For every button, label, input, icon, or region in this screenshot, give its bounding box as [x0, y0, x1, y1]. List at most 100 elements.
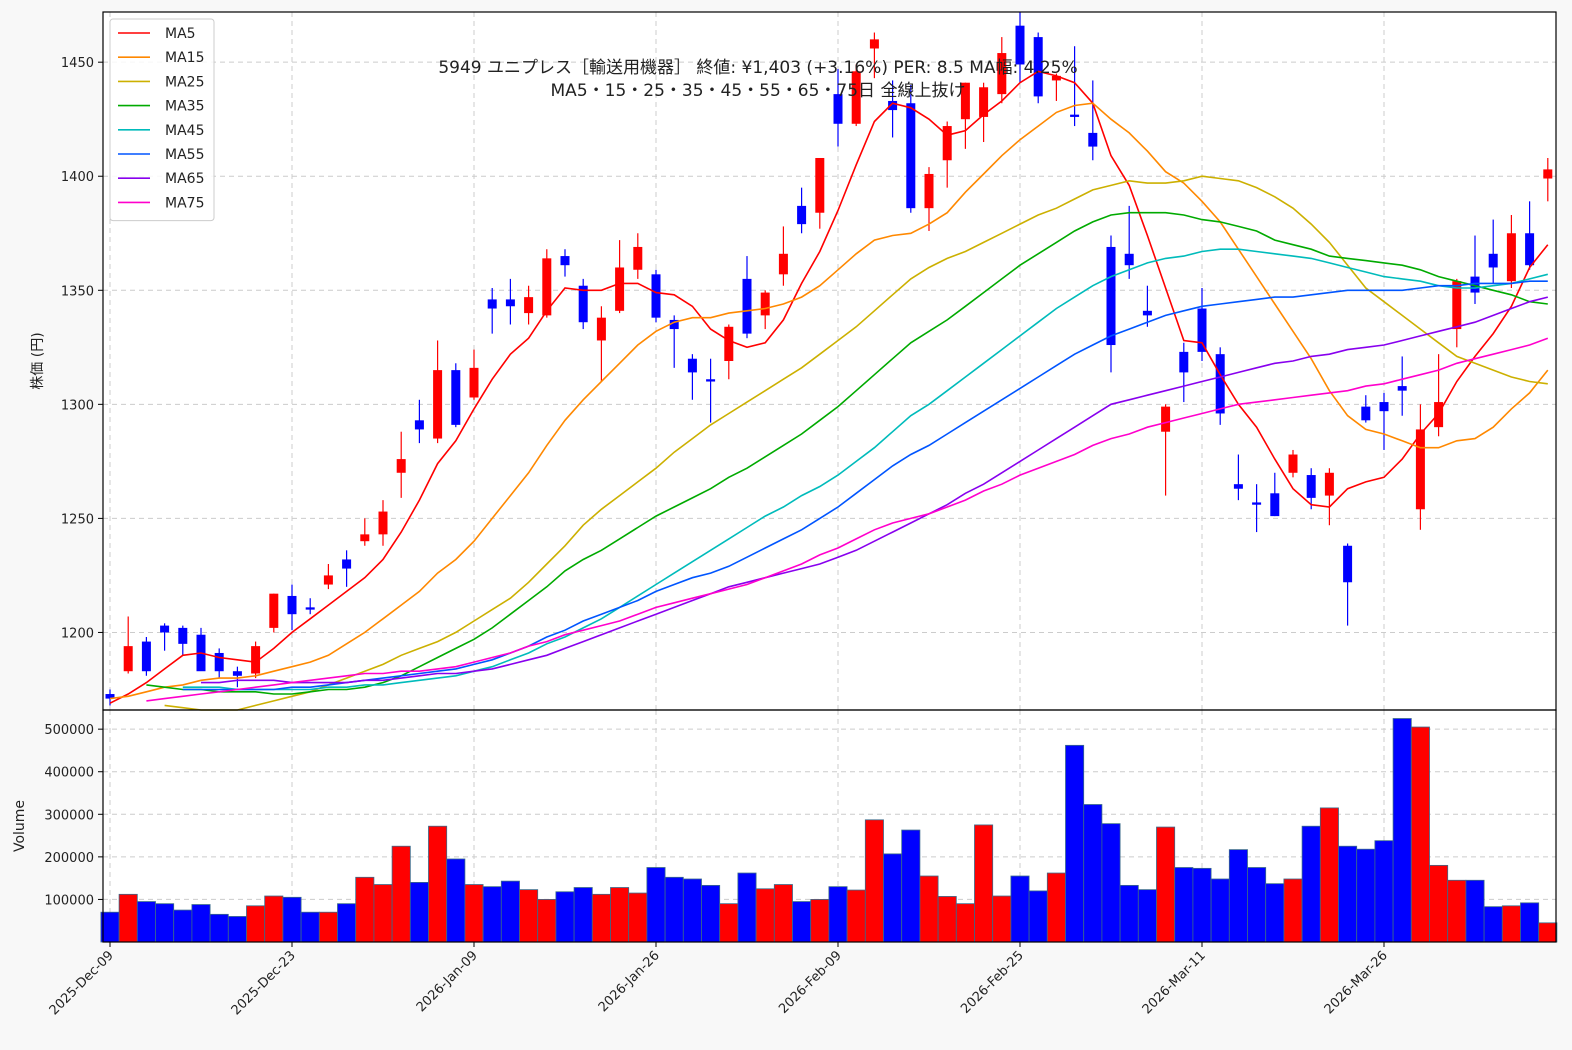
candle-body	[160, 625, 170, 633]
volume-bar	[1301, 825, 1321, 943]
candle-body	[1033, 37, 1043, 97]
candle-body	[924, 173, 934, 209]
candle-body	[414, 420, 424, 430]
volume-bar	[1392, 718, 1412, 943]
legend-label: MA55	[165, 147, 204, 163]
candle-body	[724, 326, 734, 361]
candle-body	[578, 285, 588, 323]
candle-body	[342, 559, 352, 569]
candle-body	[1343, 545, 1353, 583]
volume-bar	[246, 905, 266, 943]
volume-bar	[610, 887, 630, 943]
candle-body	[1470, 276, 1480, 293]
volume-bar	[628, 892, 648, 943]
volume-bar	[391, 845, 411, 943]
moving-average-lines	[109, 70, 1549, 711]
candle-body	[469, 367, 479, 398]
volume-tick-label: 300000	[44, 808, 94, 823]
candle-body	[287, 595, 297, 615]
legend-label: MA35	[165, 99, 204, 115]
price-grid	[103, 12, 1556, 710]
candle-body	[1142, 310, 1152, 316]
volume-bar	[1319, 807, 1339, 943]
volume-bar	[227, 916, 247, 943]
price-panel	[103, 12, 1556, 710]
candle-body	[524, 297, 534, 314]
candle-body	[997, 53, 1007, 95]
candle-body	[596, 317, 606, 341]
volume-bar	[591, 893, 611, 943]
candle-body	[1233, 484, 1243, 489]
ma-line-ma25	[164, 175, 1548, 711]
volume-bar	[1483, 906, 1503, 943]
candle-body	[760, 292, 770, 316]
candle-body	[141, 641, 151, 672]
candle-body	[232, 671, 242, 676]
volume-bar	[1046, 872, 1066, 943]
volume-bar	[136, 901, 156, 943]
candle-body	[633, 246, 643, 270]
volume-bar	[810, 899, 830, 943]
volume-bar	[901, 829, 921, 943]
volume-bar	[282, 896, 302, 943]
volume-bar	[482, 886, 502, 943]
candle-body	[487, 299, 497, 309]
ma-line-ma75	[146, 337, 1549, 702]
volume-bar	[537, 899, 557, 943]
candle-body	[1379, 402, 1389, 412]
volume-bar	[1228, 849, 1248, 943]
volume-bar	[1429, 864, 1449, 943]
volume-bar	[173, 909, 193, 943]
candle-body	[1488, 253, 1498, 268]
volume-bar	[155, 903, 175, 943]
volume-bar	[992, 895, 1012, 943]
legend-label: MA15	[165, 50, 204, 66]
candle-body	[1252, 502, 1262, 505]
price-tick-label: 1200	[61, 626, 94, 641]
volume-bar	[318, 911, 338, 943]
candle-body	[797, 205, 807, 225]
candle-body	[1525, 233, 1535, 266]
candle-body	[742, 278, 752, 334]
legend-label: MA5	[165, 26, 196, 42]
legend: MA5 MA15 MA25 MA35 MA45 MA55 MA65 MA75	[109, 18, 215, 222]
volume-bar	[974, 824, 994, 943]
price-tick-label: 1300	[61, 398, 94, 413]
volume-bar	[846, 889, 866, 943]
candle-body	[833, 94, 843, 124]
volume-bar	[1447, 879, 1467, 943]
candle-body	[542, 258, 552, 316]
volume-bar	[409, 882, 429, 943]
volume-bar	[1137, 889, 1157, 943]
volume-bar	[464, 884, 484, 943]
price-tick-label: 1400	[61, 170, 94, 185]
price-axis: 1200 1250 1300 1350 1400 1450	[61, 56, 103, 641]
ma-line-ma5	[109, 70, 1549, 704]
candle-body	[615, 267, 625, 311]
candle-body	[214, 652, 224, 672]
volume-bar	[1101, 823, 1121, 943]
volume-bar	[737, 872, 757, 943]
volume-bar	[755, 888, 775, 943]
candle-body	[1506, 233, 1516, 282]
candle-body	[778, 253, 788, 275]
candle-body	[1397, 386, 1407, 391]
candle-body	[1051, 75, 1061, 81]
volume-bar	[100, 911, 120, 943]
candle-body	[123, 646, 133, 672]
candle-body	[360, 534, 370, 542]
candle-body	[1070, 114, 1080, 117]
volume-bar	[1174, 867, 1194, 943]
volume-bar	[955, 903, 975, 943]
candle-body	[1106, 246, 1116, 346]
volume-bar	[355, 876, 375, 943]
volume-bar	[209, 913, 229, 943]
volume-bar	[828, 886, 848, 943]
volume-bar	[573, 887, 593, 943]
candle-body	[1197, 308, 1207, 352]
volume-bar	[1010, 875, 1030, 943]
volume-bar	[1465, 879, 1485, 943]
volume-bar	[864, 819, 884, 943]
volume-bar	[337, 903, 357, 943]
